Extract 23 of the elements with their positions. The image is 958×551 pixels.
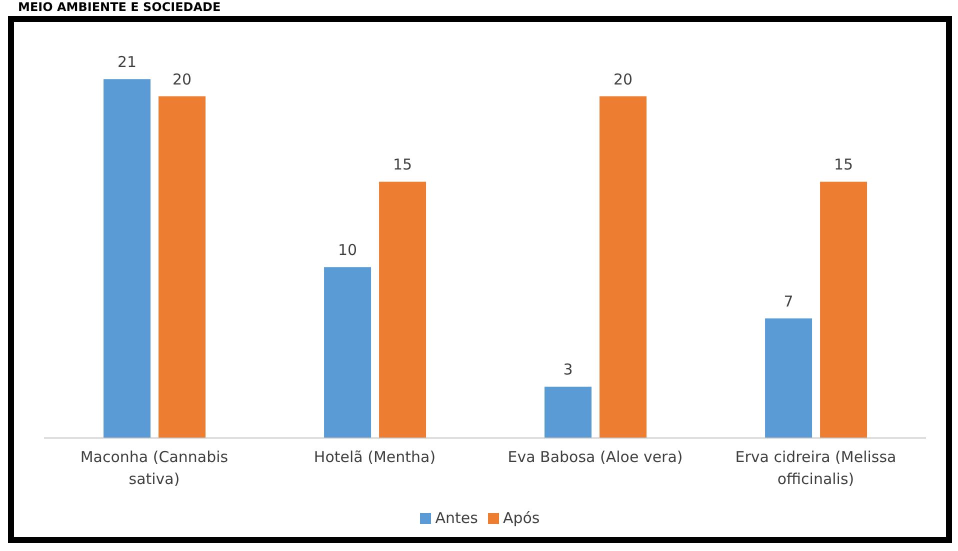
bar xyxy=(820,182,868,438)
bar xyxy=(544,386,592,438)
bar xyxy=(765,318,812,438)
x-tick-label: Eva Babosa (Aloe vera) xyxy=(508,448,683,466)
data-label: 20 xyxy=(613,70,633,88)
x-tick-label: Hotelã (Mentha) xyxy=(314,448,436,466)
legend-label: Antes xyxy=(435,509,478,527)
data-label: 3 xyxy=(563,360,573,379)
x-tick-label: Maconha (Cannabis sativa) xyxy=(80,448,228,488)
chart-title: MEIO AMBIENTE E SOCIEDADE xyxy=(18,0,221,14)
data-label: 21 xyxy=(117,53,137,72)
data-label: 10 xyxy=(338,241,358,260)
bar xyxy=(158,96,206,438)
bar xyxy=(379,182,426,438)
bar xyxy=(104,79,151,438)
x-tick-label: Erva cidreira (Melissa officinalis) xyxy=(735,448,896,488)
bar xyxy=(324,267,372,438)
bar xyxy=(600,96,647,438)
legend-label: Após xyxy=(502,509,540,527)
data-label: 15 xyxy=(834,156,854,174)
data-label: 15 xyxy=(392,156,412,174)
data-label: 7 xyxy=(784,292,794,310)
data-label: 20 xyxy=(172,70,192,88)
